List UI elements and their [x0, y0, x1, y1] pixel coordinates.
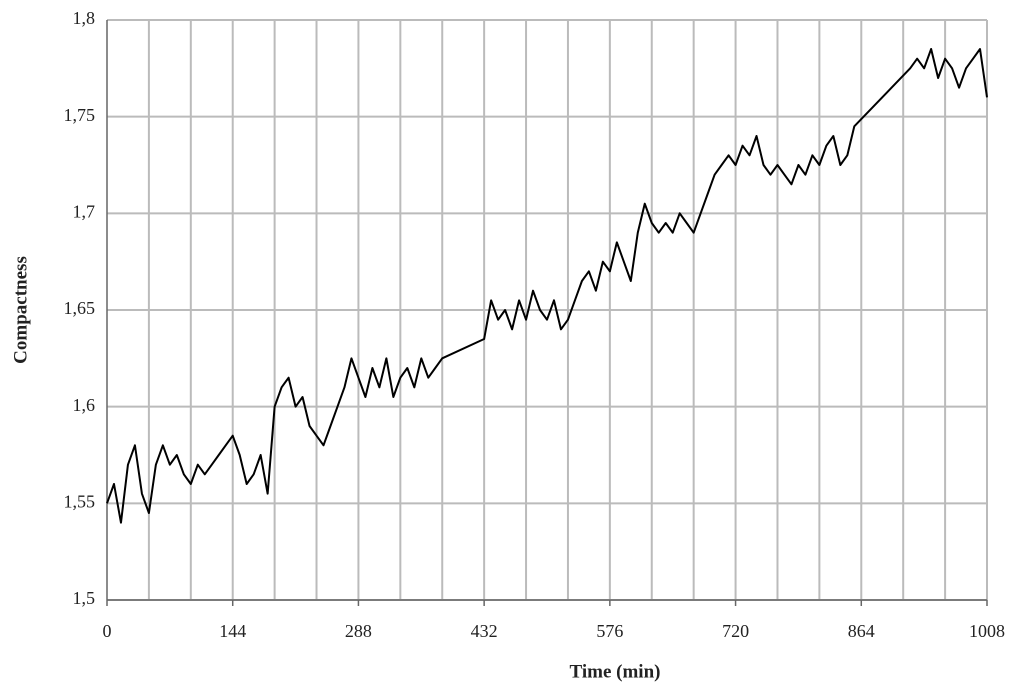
y-tick-label: 1,6 [73, 395, 96, 415]
x-tick-label: 1008 [969, 621, 1005, 641]
x-tick-label: 288 [345, 621, 372, 641]
y-tick-label: 1,5 [73, 588, 96, 608]
x-axis-title: Time (min) [570, 661, 661, 682]
y-axis-title: Compactness [10, 256, 31, 364]
y-tick-label: 1,8 [73, 8, 96, 28]
y-tick-label: 1,65 [64, 298, 96, 318]
y-tick-label: 1,55 [64, 491, 96, 511]
x-tick-label: 864 [848, 621, 875, 641]
x-tick-label: 576 [596, 621, 623, 641]
x-tick-label: 432 [471, 621, 498, 641]
data-line [106, 48, 988, 524]
x-tick-label: 0 [103, 621, 112, 641]
y-tick-label: 1,7 [73, 201, 96, 221]
x-tick-label: 720 [722, 621, 749, 641]
y-tick-label: 1,75 [64, 105, 96, 125]
x-tick-label: 144 [219, 621, 246, 641]
